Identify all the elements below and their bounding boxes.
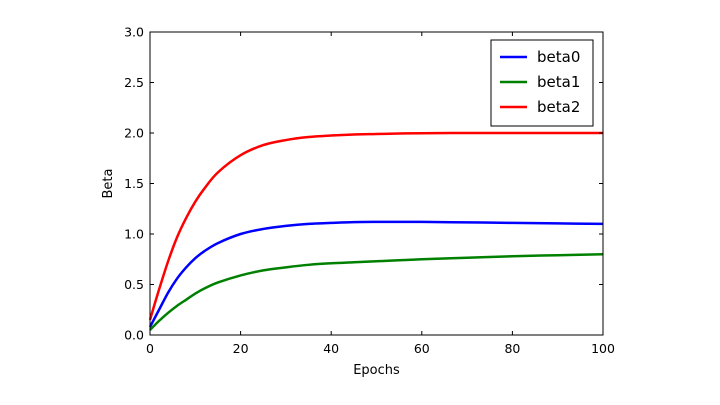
y-tick-label-2: 1.0: [124, 227, 144, 242]
series-layer: [148, 131, 604, 331]
x-tick-label-0: 0: [146, 341, 154, 356]
x-tick-label-3: 60: [414, 341, 430, 356]
x-tick-label-2: 40: [323, 341, 339, 356]
y-tick-label-6: 3.0: [124, 25, 144, 40]
y-tick-label-0: 0.0: [124, 328, 144, 343]
y-tick-label-5: 2.5: [124, 75, 144, 90]
legend-label-beta0: beta0: [537, 48, 580, 66]
x-tick-label-1: 20: [233, 341, 249, 356]
x-tick-label-5: 100: [591, 341, 615, 356]
series-line-beta1: [149, 252, 604, 331]
series-line-beta0: [148, 220, 604, 328]
legend-label-beta2: beta2: [537, 98, 580, 116]
y-tick-label-4: 2.0: [124, 126, 144, 141]
x-axis-label: Epochs: [353, 363, 400, 378]
legend: beta0 beta1 beta2: [490, 39, 594, 127]
series-line-beta2: [148, 131, 603, 321]
y-tick-label-1: 0.5: [124, 277, 144, 292]
ticks-layer: 0 20 40 60 80 100 0.0 0.5 1.0 1.5 2.0 2.5 3.0: [124, 25, 615, 357]
y-tick-label-3: 1.5: [124, 176, 144, 191]
y-axis-label: Beta: [101, 169, 116, 199]
x-tick-label-4: 80: [504, 341, 520, 356]
legend-label-beta1: beta1: [537, 73, 580, 91]
